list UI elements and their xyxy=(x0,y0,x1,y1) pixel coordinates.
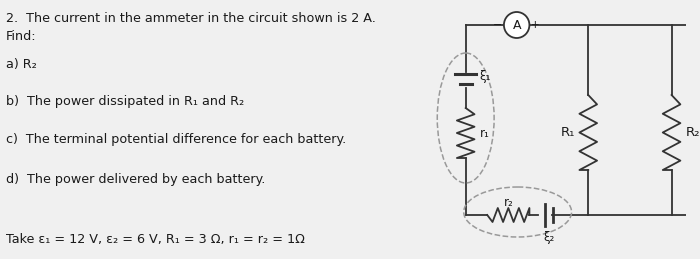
Text: ξ₁: ξ₁ xyxy=(480,70,491,83)
Text: Find:: Find: xyxy=(6,30,36,43)
Text: R₂: R₂ xyxy=(685,126,700,139)
Text: b)  The power dissipated in R₁ and R₂: b) The power dissipated in R₁ and R₂ xyxy=(6,95,244,108)
Text: a) R₂: a) R₂ xyxy=(6,58,37,71)
Text: +: + xyxy=(531,20,540,30)
Text: 2.  The current in the ammeter in the circuit shown is 2 A.: 2. The current in the ammeter in the cir… xyxy=(6,12,376,25)
Text: ξ₂: ξ₂ xyxy=(543,231,554,244)
Text: A: A xyxy=(512,18,521,32)
Text: R₁: R₁ xyxy=(561,126,575,139)
Text: d)  The power delivered by each battery.: d) The power delivered by each battery. xyxy=(6,173,265,186)
Text: −: − xyxy=(493,20,502,30)
Circle shape xyxy=(504,12,529,38)
Text: Take ε₁ = 12 V, ε₂ = 6 V, R₁ = 3 Ω, r₁ = r₂ = 1Ω: Take ε₁ = 12 V, ε₂ = 6 V, R₁ = 3 Ω, r₁ =… xyxy=(6,233,304,246)
Text: r₁: r₁ xyxy=(480,126,489,140)
Text: r₂: r₂ xyxy=(503,196,513,208)
Text: c)  The terminal potential difference for each battery.: c) The terminal potential difference for… xyxy=(6,133,346,146)
